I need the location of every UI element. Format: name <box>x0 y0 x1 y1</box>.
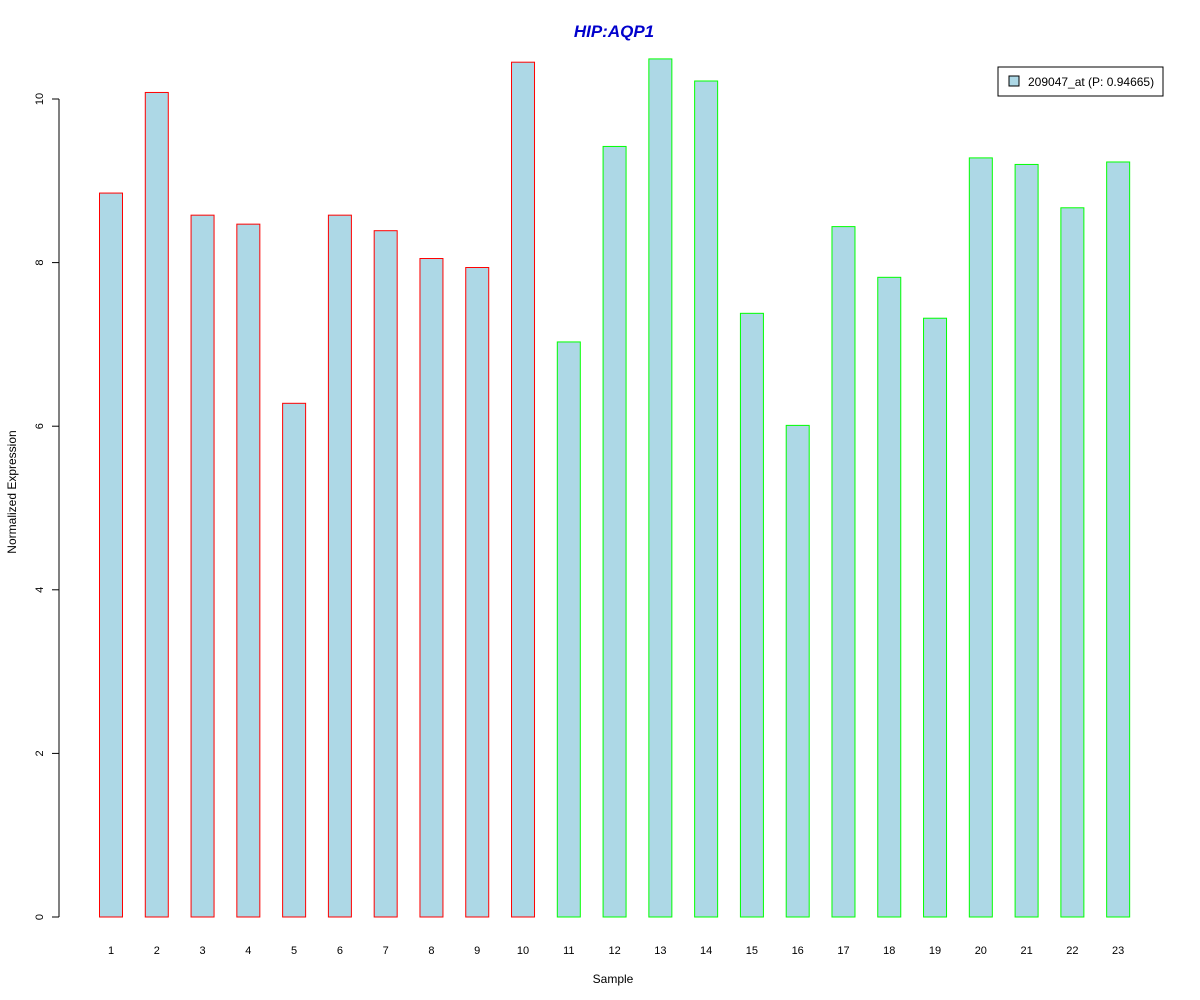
bar-sample-21 <box>1014 163 1039 918</box>
chart-title: HIP:AQP1 <box>574 22 654 41</box>
bar-sample-3 <box>190 214 215 918</box>
x-tick-label: 11 <box>563 945 574 957</box>
x-tick-label: 23 <box>1112 945 1124 957</box>
bar-sample-14 <box>694 80 719 918</box>
x-tick-label: 13 <box>654 945 666 957</box>
bar-sample-12 <box>602 145 627 918</box>
bar-sample-23 <box>1106 161 1131 918</box>
x-tick-label: 1 <box>108 945 114 957</box>
x-tick-label: 2 <box>154 945 160 957</box>
y-tick-label: 2 <box>34 750 46 756</box>
bar-sample-13 <box>648 58 673 918</box>
x-tick-label: 17 <box>837 945 849 957</box>
x-tick-label: 12 <box>608 945 620 957</box>
x-tick-labels: 1 2 3 4 5 6 7 8 9 10 11 12 13 14 15 16 17 18 19 20 21 22 23 <box>108 945 1124 957</box>
x-tick-label: 15 <box>746 945 758 957</box>
legend-box <box>997 66 1164 97</box>
y-tick-label: 8 <box>34 260 46 266</box>
bar-sample-1 <box>99 192 123 918</box>
x-tick-label: 5 <box>291 945 297 957</box>
legend: 209047_at (P: 0.94665) <box>997 66 1164 97</box>
bar-sample-2 <box>144 91 169 918</box>
legend-label: 209047_at (P: 0.94665) <box>1028 75 1154 89</box>
bar-sample-6 <box>327 214 352 918</box>
x-tick-label: 21 <box>1020 945 1032 957</box>
x-axis-label: Sample <box>593 972 634 986</box>
x-tick-label: 6 <box>337 945 343 957</box>
legend-swatch <box>1008 75 1020 87</box>
y-tick-label: 10 <box>34 93 46 105</box>
y-axis-label: Normalized Expression <box>5 430 19 553</box>
bar-sample-8 <box>419 258 444 918</box>
x-tick-label: 14 <box>700 945 712 957</box>
x-tick-label: 8 <box>428 945 434 957</box>
bar-sample-10 <box>511 61 536 918</box>
bar-sample-11 <box>556 341 581 918</box>
x-tick-label: 19 <box>929 945 941 957</box>
bar-sample-9 <box>465 267 490 918</box>
x-tick-label: 9 <box>474 945 480 957</box>
x-tick-label: 22 <box>1066 945 1078 957</box>
bar-sample-18 <box>877 276 902 918</box>
bar-sample-17 <box>831 226 856 918</box>
x-tick-label: 18 <box>883 945 895 957</box>
bar-sample-5 <box>282 402 307 918</box>
x-tick-label: 10 <box>517 945 529 957</box>
bar-sample-20 <box>968 157 993 918</box>
bar-sample-16 <box>785 424 810 918</box>
x-tick-label: 3 <box>199 945 205 957</box>
x-tick-label: 20 <box>975 945 987 957</box>
bars-group <box>99 58 1131 918</box>
bar-sample-19 <box>923 317 948 918</box>
y-axis: 0 2 4 6 8 10 <box>34 93 60 920</box>
bar-sample-22 <box>1060 207 1085 918</box>
x-tick-label: 4 <box>245 945 251 957</box>
bar-sample-7 <box>373 230 398 918</box>
y-tick-label: 4 <box>34 587 46 593</box>
bar-sample-4 <box>236 223 261 918</box>
x-tick-label: 7 <box>383 945 389 957</box>
bar-sample-15 <box>739 312 764 918</box>
x-tick-label: 16 <box>792 945 804 957</box>
y-tick-label: 6 <box>34 423 46 429</box>
y-tick-label: 0 <box>34 914 46 920</box>
